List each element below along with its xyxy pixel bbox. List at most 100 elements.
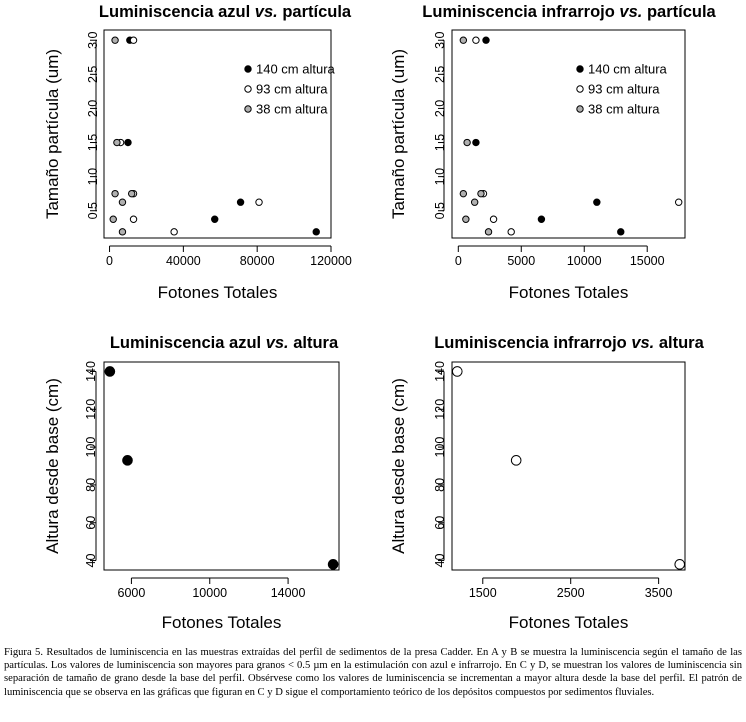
legend: 140 cm altura 93 cm altura 38 cm altura	[576, 62, 668, 117]
data-point	[472, 36, 480, 44]
chart-title-part: vs.	[255, 3, 278, 21]
series-1	[104, 366, 339, 570]
chart-title-part: Luminiscencia infrarrojo	[434, 334, 631, 352]
data-point	[482, 36, 490, 44]
y-tick-label: 40	[84, 554, 98, 568]
chart-title: Luminiscencia infrarrojo vs. partícula	[422, 3, 716, 21]
figure-caption: Figura 5. Resultados de luminiscencia en…	[4, 647, 742, 698]
y-tick-label: 120	[84, 399, 98, 420]
data-point	[617, 228, 625, 236]
figure: Luminiscencia azul vs. partícula 0 40000 80…	[43, 3, 717, 632]
data-point	[463, 138, 471, 147]
x-tick-label: 2500	[557, 586, 585, 600]
x-tick-label: 40000	[166, 254, 201, 268]
data-point	[111, 36, 119, 44]
legend-label: 38 cm altura	[588, 102, 660, 117]
legend-marker	[576, 65, 584, 73]
y-tick-label: 120	[433, 399, 447, 420]
chart-panel-b: Luminiscencia infrarrojo vs. partícula 0 5…	[389, 3, 717, 302]
plot-frame	[103, 361, 340, 571]
chart-title: Luminiscencia azul vs. altura	[110, 334, 339, 352]
y-tick-label: 140	[84, 361, 98, 382]
y-tick-label: 100	[433, 437, 447, 458]
data-point	[484, 228, 493, 236]
legend-marker	[244, 65, 252, 73]
data-point	[593, 198, 601, 206]
y-tick-label: 1.5	[433, 134, 447, 151]
x-tick-label: 0	[106, 254, 113, 268]
data-point	[507, 228, 515, 236]
data-point	[111, 189, 119, 198]
legend-marker	[576, 105, 584, 113]
data-point	[129, 215, 138, 223]
data-point	[510, 455, 522, 466]
data-point	[472, 138, 480, 147]
y-tick-label: 80	[433, 478, 447, 492]
x-axis-label: Fotones Totales	[158, 283, 278, 302]
data-point	[255, 198, 263, 206]
chart-title-part: vs.	[619, 3, 642, 21]
data-point	[489, 215, 498, 223]
y-axis-label: Tamaño partícula (um)	[389, 49, 408, 219]
y-tick-label: 100	[84, 437, 98, 458]
data-point	[122, 455, 133, 466]
x-axis-label: Fotones Totales	[509, 613, 629, 632]
x-tick-label: 10000	[567, 254, 602, 268]
data-point	[451, 366, 463, 377]
data-point	[459, 189, 468, 198]
data-point	[537, 215, 546, 223]
chart-title-part: partícula	[278, 3, 352, 21]
plot-frame	[103, 29, 332, 239]
plot-frame	[451, 29, 686, 239]
chart-panel-a: Luminiscencia azul vs. partícula 0 40000 80…	[43, 3, 352, 302]
x-tick-label: 120000	[310, 254, 352, 268]
y-tick-label: 2.0	[86, 100, 100, 117]
y-tick-label: 80	[84, 478, 98, 492]
y-tick-label: 0.5	[86, 202, 100, 219]
chart-title-part: Luminiscencia azul	[99, 3, 255, 21]
y-tick-label: 1.0	[86, 168, 100, 185]
legend-label: 140 cm altura	[588, 62, 668, 77]
legend-marker	[244, 85, 252, 93]
legend-label: 38 cm altura	[256, 102, 328, 117]
data-point	[113, 138, 121, 147]
legend-label: 93 cm altura	[256, 82, 328, 97]
legend-marker	[576, 85, 584, 93]
y-tick-label: 1.0	[433, 168, 447, 185]
data-point	[118, 198, 127, 206]
chart-title-part: Luminiscencia azul	[110, 334, 266, 352]
x-tick-label: 14000	[271, 586, 306, 600]
y-tick-label: 40	[433, 554, 447, 568]
series-3	[109, 36, 136, 236]
series-3	[459, 36, 493, 236]
chart-panel-c: Luminiscencia azul vs. altura 6000 10000 14…	[43, 334, 340, 632]
y-tick-label: 1.5	[86, 134, 100, 151]
x-tick-label: 15000	[630, 254, 665, 268]
y-tick-label: 0.5	[433, 202, 447, 219]
x-tick-label: 3500	[645, 586, 673, 600]
plot-frame	[451, 361, 686, 571]
data-point	[109, 215, 117, 223]
chart-title-part: vs.	[266, 334, 289, 352]
x-tick-label: 10000	[192, 586, 227, 600]
data-point	[129, 36, 138, 44]
legend-label: 140 cm altura	[256, 62, 336, 77]
data-point	[124, 138, 132, 147]
y-tick-label: 2.5	[433, 66, 447, 83]
chart-title-part: vs.	[631, 334, 654, 352]
data-point	[127, 189, 136, 198]
data-point	[470, 198, 479, 206]
data-point	[477, 189, 485, 198]
y-axis-label: Altura desde base (cm)	[43, 378, 62, 554]
series-1	[472, 36, 625, 236]
y-tick-label: 3.0	[433, 32, 447, 49]
y-tick-label: 60	[433, 516, 447, 530]
x-tick-label: 1500	[469, 586, 497, 600]
data-point	[236, 198, 245, 206]
chart-title: Luminiscencia infrarrojo vs. altura	[434, 334, 704, 352]
data-point	[170, 228, 178, 236]
data-point	[674, 559, 686, 570]
legend: 140 cm altura 93 cm altura 38 cm altura	[244, 62, 336, 117]
x-tick-label: 5000	[507, 254, 535, 268]
data-point	[118, 228, 127, 236]
